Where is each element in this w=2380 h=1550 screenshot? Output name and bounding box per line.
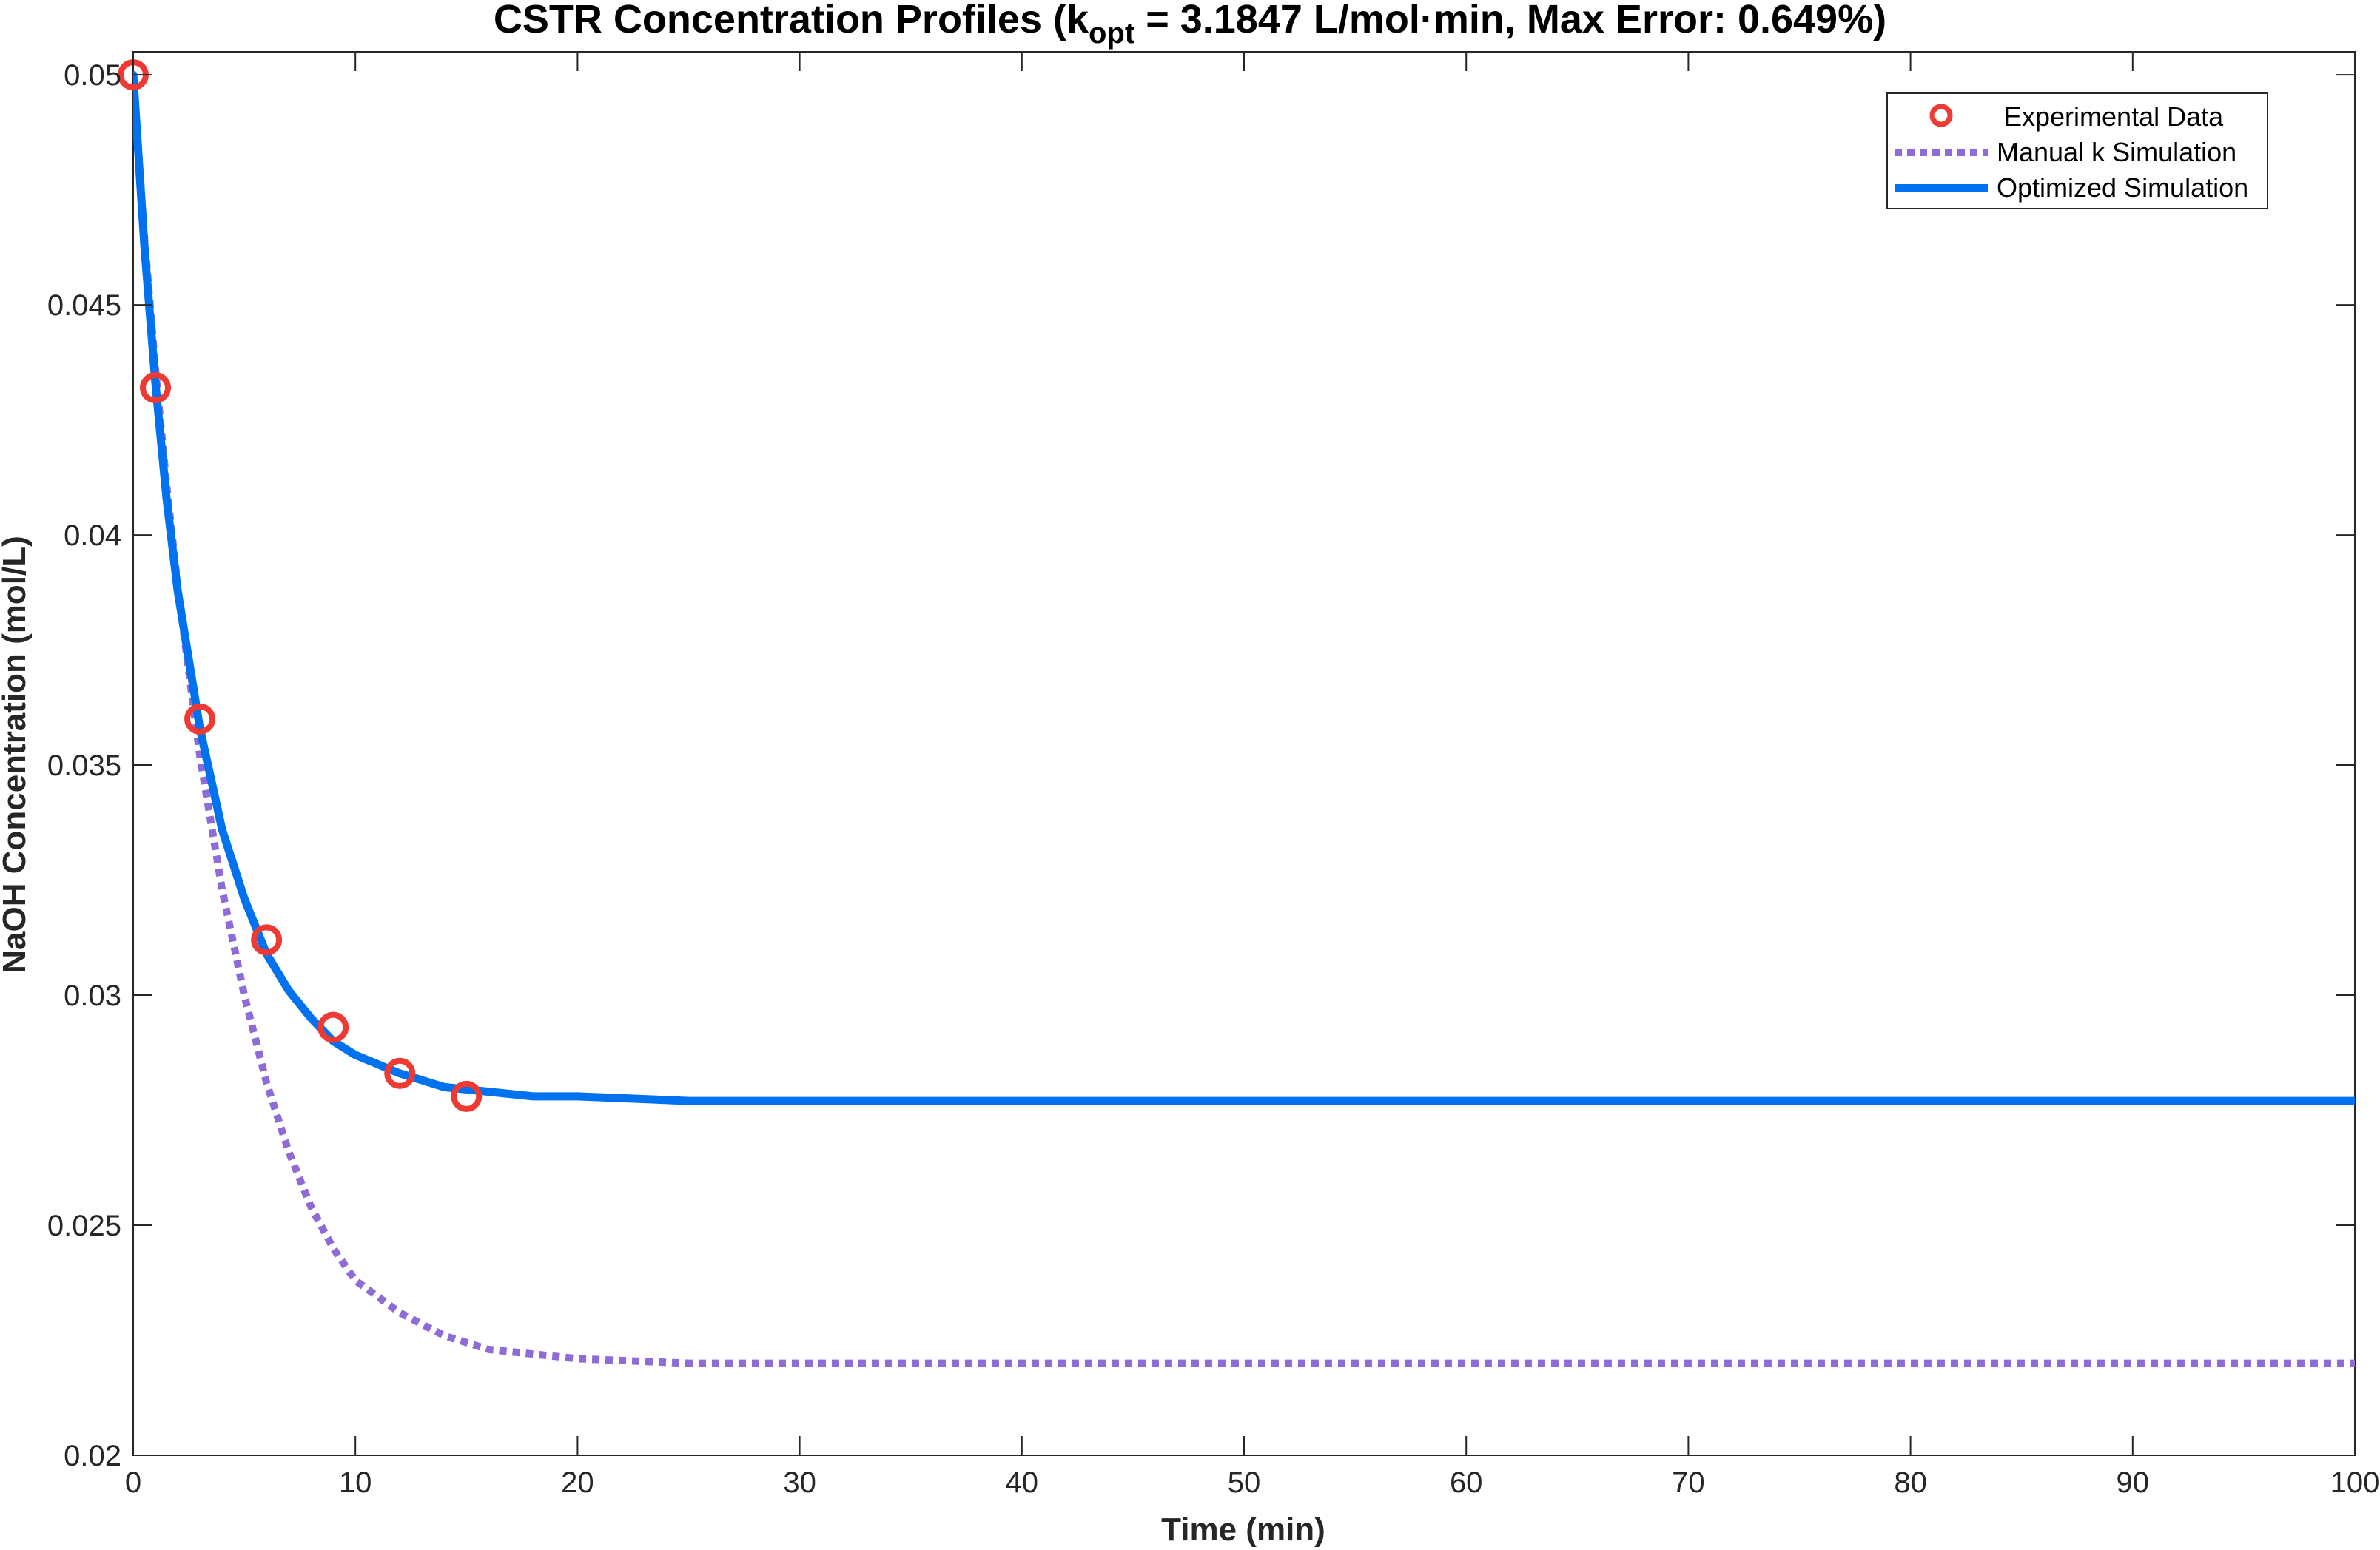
experimental-data-point	[451, 1080, 483, 1112]
x-tick-label: 40	[1006, 1466, 1039, 1499]
legend-label: Optimized Simulation	[1997, 172, 2248, 203]
legend-label: Experimental Data	[2004, 101, 2224, 132]
x-tick-label: 50	[1228, 1466, 1261, 1499]
experimental-data-point	[251, 924, 283, 956]
x-tick-label: 60	[1450, 1466, 1483, 1499]
axis-ticks: 0 10 20 30 40 50 60 70 80 90 100 0.02 0.025 0.03 0.035…	[47, 52, 2379, 1499]
chart-title-suffix: = 3.1847 L/mol·min, Max Error: 0.649%)	[1134, 0, 1886, 41]
manual-k-simulation-line	[133, 74, 2355, 1367]
experimental-data-point	[140, 372, 172, 404]
chart-title: CSTR Concentration Profiles (kopt = 3.18…	[494, 0, 1886, 50]
y-tick-label: 0.03	[64, 980, 121, 1012]
optimized-simulation-line	[133, 70, 2355, 1105]
x-axis-label: Time (min)	[1161, 1512, 1325, 1548]
y-tick-label: 0.025	[47, 1210, 121, 1242]
legend-marker-experimental-data	[1929, 104, 1953, 127]
x-tick-label: 70	[1672, 1466, 1705, 1499]
x-tick-label: 100	[2330, 1466, 2380, 1499]
x-tick-label: 30	[783, 1466, 816, 1499]
y-tick-label: 0.035	[47, 749, 121, 782]
experimental-data-point	[184, 703, 216, 735]
legend: Experimental Data Manual k Simulation Opti…	[1886, 92, 2268, 209]
y-tick-label: 0.02	[64, 1440, 121, 1472]
x-tick-label: 20	[561, 1466, 594, 1499]
y-tick-label: 0.045	[47, 289, 121, 322]
y-tick-label: 0.05	[64, 59, 121, 92]
experimental-data-point	[317, 1011, 349, 1043]
x-tick-label: 80	[1894, 1466, 1927, 1499]
experimental-data-point	[384, 1057, 416, 1089]
x-tick-label: 10	[339, 1466, 372, 1499]
y-tick-label: 0.04	[64, 519, 121, 552]
chart-title-subscript: opt	[1089, 17, 1134, 50]
chart-title-prefix: CSTR Concentration Profiles (k	[494, 0, 1089, 41]
x-tick-label: 90	[2117, 1466, 2150, 1499]
x-tick-label: 0	[125, 1466, 141, 1499]
legend-label: Manual k Simulation	[1997, 137, 2236, 167]
y-axis-label: NaOH Concentration (mol/L)	[0, 536, 33, 974]
